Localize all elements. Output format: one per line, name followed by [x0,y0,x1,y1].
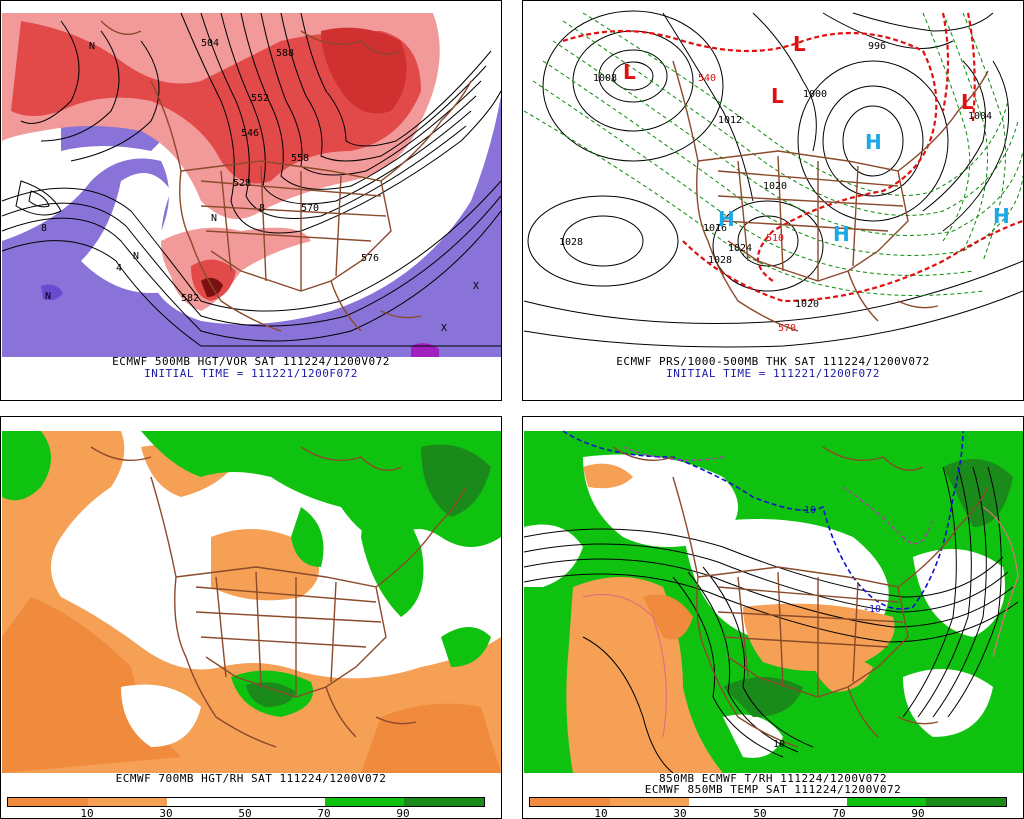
high-pressure-marker: H [718,207,735,231]
contour-label: 558 [291,153,309,164]
vorticity-negative-west [2,237,121,311]
contour-label: X [441,323,447,334]
rh-colorbar [7,797,485,807]
contour-label: 8 [41,223,47,234]
isobar-label: 1004 [968,111,992,122]
isobar-label: 996 [868,41,886,52]
contour-label: N [89,41,95,52]
thickness-label: 510 [766,233,784,244]
contour-label: 582 [181,293,199,304]
moist-region [141,431,501,547]
colorbar-tick: 90 [396,807,410,819]
contour-label: N [211,213,217,224]
isobar-label: 1028 [559,237,583,248]
isobar-label: 1024 [728,243,752,254]
high-pressure-marker: H [993,204,1010,228]
panel-850mb-temp-rh: -10 -10 10 850MB ECMWF T/RH 111224/1200V… [522,416,1024,819]
map-500mb: 504 552 528 546 570 576 582 558 588 8 8 … [1,12,501,357]
low-pressure-marker: L [793,32,806,56]
contour-label: 546 [241,128,259,139]
panel-caption: ECMWF PRS/1000-500MB THK SAT 111224/1200… [616,355,930,368]
low-pressure-marker: L [623,60,636,84]
temperature-label: 10 [773,739,785,750]
high-pressure-marker: H [833,222,850,246]
colorbar-tick: 70 [317,807,331,819]
colorbar-tick: 70 [832,807,846,819]
panel-caption: ECMWF 500MB HGT/VOR SAT 111224/1200V072 [112,355,390,368]
panel-caption: ECMWF 700MB HGT/RH SAT 111224/1200V072 [115,772,387,785]
temperature-label: -10 [863,604,881,615]
contour-label: 588 [276,48,294,59]
panel-700mb-rh: ECMWF 700MB HGT/RH SAT 111224/1200V072 1… [0,416,502,819]
panel-caption-secondary: ECMWF 850MB TEMP SAT 111224/1200V072 [644,783,902,796]
isobar-label: 1000 [803,89,827,100]
contour-label: 552 [251,93,269,104]
map-850mb: -10 -10 10 [523,430,1023,774]
thickness-label: 540 [698,73,716,84]
vorticity-negative-region [2,96,501,357]
colorbar-tick: 10 [594,807,608,819]
colorbar-tick: 50 [238,807,252,819]
low-pressure-marker: L [961,90,974,114]
contour-label: X [473,281,479,292]
isobar-label: 1020 [795,299,819,310]
panel-500mb-vorticity: 504 552 528 546 570 576 582 558 588 8 8 … [0,0,502,401]
panel-pressure-thickness: 1008 1012 1000 1004 996 1020 1028 1024 1… [522,0,1024,401]
temperature-label: -10 [798,505,816,516]
high-pressure-marker: H [865,130,882,154]
thickness-label: 570 [778,323,796,334]
colorbar-tick: 50 [753,807,767,819]
contour-label: 504 [201,38,219,49]
map-pressure: 1008 1012 1000 1004 996 1020 1028 1024 1… [523,10,1023,357]
panel-initial-time: INITIAL TIME = 111221/1200F072 [144,367,358,380]
panel-caption: 850MB ECMWF T/RH 111224/1200V072 [659,772,887,785]
contour-label: 8 [259,203,265,214]
contour-label: 4 [116,263,122,274]
dry-region [566,577,723,773]
contour-label: 528 [233,178,251,189]
contour-label: N [45,291,51,302]
colorbar-tick: 30 [673,807,687,819]
colorbar-tick: 10 [80,807,94,819]
rh-colorbar [529,797,1007,807]
isobar-label: 1008 [593,73,617,84]
isobar-label: 1020 [763,181,787,192]
panel-initial-time: INITIAL TIME = 111221/1200F072 [666,367,880,380]
low-pressure-marker: L [771,84,784,108]
contour-label: 570 [301,203,319,214]
contour-label: N [133,251,139,262]
map-700mb [2,431,501,773]
colorbar-tick: 30 [159,807,173,819]
isobar-label: 1028 [708,255,732,266]
isobar-label: 1016 [703,223,727,234]
contour-label: 576 [361,253,379,264]
isobar-label: 1012 [718,115,742,126]
colorbar-tick: 90 [911,807,925,819]
